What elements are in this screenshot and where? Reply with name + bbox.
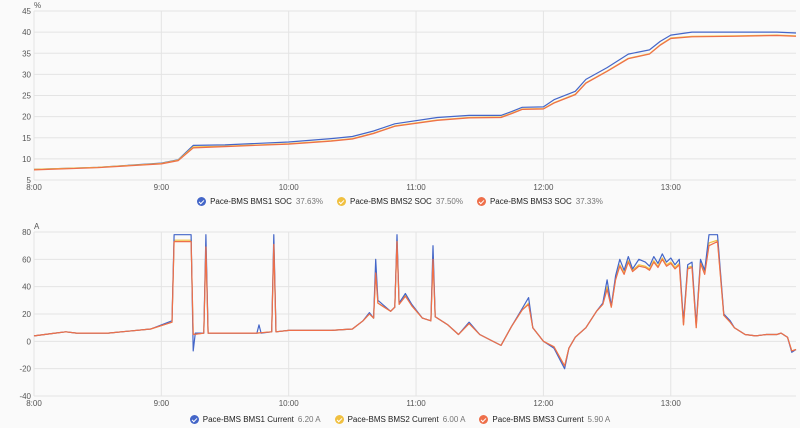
legend-item-bms1-soc[interactable]: Pace-BMS BMS1 SOC 37.63% (197, 197, 323, 206)
legend-label: Pace-BMS BMS3 SOC (489, 197, 572, 206)
y-tick-label: 45 (22, 7, 31, 16)
legend-label: Pace-BMS BMS2 SOC (350, 197, 432, 206)
series-line-bms1 (33, 31, 797, 170)
y-unit-label: A (34, 222, 40, 231)
current-chart[interactable]: -40 -20 0 20 40 60 80 8:00 9:00 10:00 11:00 12:00 13… (0, 214, 800, 414)
y-tick-label: 60 (22, 255, 31, 264)
legend-value: 6.20 A (297, 415, 321, 424)
y-tick-label: 30 (22, 70, 31, 79)
legend-item-bms3-current[interactable]: Pace-BMS BMS3 Current 5.90 A (479, 415, 610, 424)
legend-check-icon (197, 197, 207, 206)
x-tick-label: 8:00 (26, 183, 42, 192)
x-tick-label: 9:00 (154, 183, 170, 192)
y-tick-label: -40 (19, 392, 31, 401)
y-tick-label: 40 (22, 28, 31, 37)
y-tick-label: 40 (22, 283, 31, 292)
legend-check-icon (479, 415, 489, 424)
current-chart-panel: -40 -20 0 20 40 60 80 8:00 9:00 10:00 11:00 12:00 13… (0, 214, 800, 428)
soc-legend: Pace-BMS BMS1 SOC 37.63% Pace-BMS BMS2 S… (0, 197, 800, 206)
y-tick-label: 35 (22, 49, 31, 58)
legend-check-icon (476, 197, 486, 206)
legend-label: Pace-BMS BMS1 Current (202, 415, 294, 424)
soc-chart[interactable]: 5 10 15 20 25 30 35 40 45 8:00 9:00 10:00 11:00 12:00… (0, 0, 800, 195)
y-tick-label: 15 (22, 134, 31, 143)
legend-item-bms2-current[interactable]: Pace-BMS BMS2 Current 6.00 A (334, 415, 466, 424)
legend-value: 5.90 A (587, 415, 611, 424)
legend-item-bms3-soc[interactable]: Pace-BMS BMS3 SOC 37.33% (476, 197, 603, 206)
series-line-bms3 (33, 34, 797, 171)
legend-value: 6.00 A (442, 415, 466, 424)
current-legend: Pace-BMS BMS1 Current 6.20 A Pace-BMS BM… (0, 415, 800, 424)
x-tick-label: 12:00 (533, 183, 554, 192)
y-tick-label: 80 (22, 228, 31, 237)
y-tick-label: -20 (19, 365, 31, 374)
legend-item-bms2-soc[interactable]: Pace-BMS BMS2 SOC 37.50% (337, 197, 463, 206)
y-tick-label: 0 (27, 337, 32, 346)
x-tick-label: 8:00 (26, 399, 42, 408)
series-line-bms2 (33, 34, 797, 170)
y-unit-label: % (34, 1, 41, 10)
legend-value: 37.63% (295, 197, 324, 206)
y-tick-label: 10 (22, 155, 31, 164)
x-tick-label: 11:00 (406, 183, 426, 192)
legend-label: Pace-BMS BMS1 SOC (210, 197, 292, 206)
y-tick-label: 25 (22, 92, 31, 101)
x-tick-label: 13:00 (661, 183, 682, 192)
y-tick-label: 5 (27, 176, 32, 185)
legend-check-icon (189, 415, 199, 424)
x-tick-label: 11:00 (406, 399, 426, 408)
legend-item-bms1-current[interactable]: Pace-BMS BMS1 Current 6.20 A (189, 415, 321, 424)
y-tick-label: 20 (22, 310, 31, 319)
y-tick-label: 20 (22, 113, 31, 122)
legend-label: Pace-BMS BMS2 Current (347, 415, 439, 424)
x-tick-label: 9:00 (154, 399, 170, 408)
soc-chart-panel: 5 10 15 20 25 30 35 40 45 8:00 9:00 10:00 11:00 12:00… (0, 0, 800, 215)
legend-check-icon (337, 197, 347, 206)
x-tick-label: 12:00 (533, 399, 554, 408)
x-tick-label: 10:00 (279, 399, 300, 408)
legend-value: 37.50% (435, 197, 463, 206)
series-line-bms3 (33, 241, 797, 367)
legend-check-icon (334, 415, 344, 424)
legend-label: Pace-BMS BMS3 Current (492, 415, 584, 424)
x-tick-label: 13:00 (661, 399, 682, 408)
x-tick-label: 10:00 (279, 183, 300, 192)
legend-value: 37.33% (575, 197, 603, 206)
